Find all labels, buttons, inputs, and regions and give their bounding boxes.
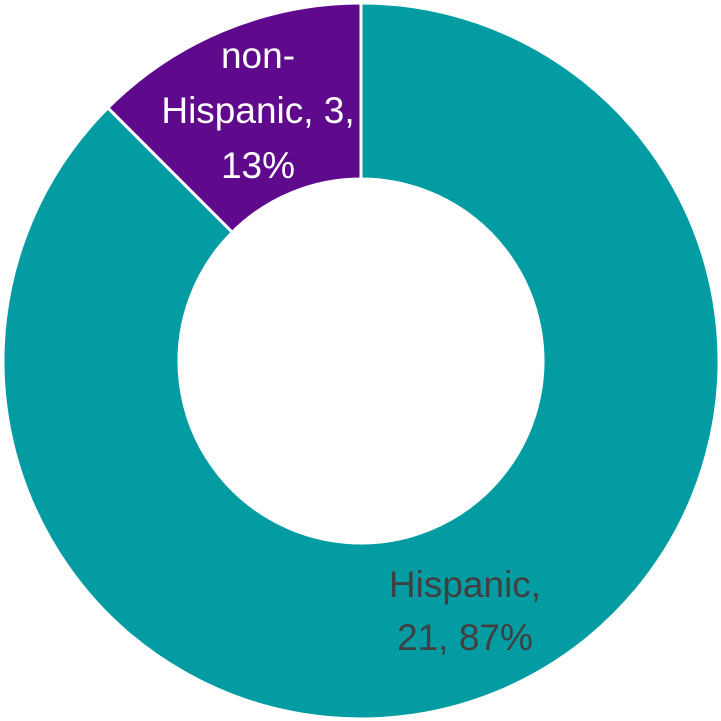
data-label-line: Hispanic, 3, [161,90,354,131]
data-label-line: 21, 87% [397,617,533,658]
data-label-hispanic: Hispanic, 21, 87% [389,564,541,658]
data-label-non-hispanic: non- Hispanic, 3, 13% [161,35,354,186]
labels-layer: Hispanic, 21, 87% non- Hispanic, 3, 13% [161,35,541,658]
data-label-line: 13% [221,145,295,186]
slice-non-hispanic [105,1,363,235]
data-label-line: non- [221,35,295,76]
data-label-line: Hispanic, [389,564,541,605]
